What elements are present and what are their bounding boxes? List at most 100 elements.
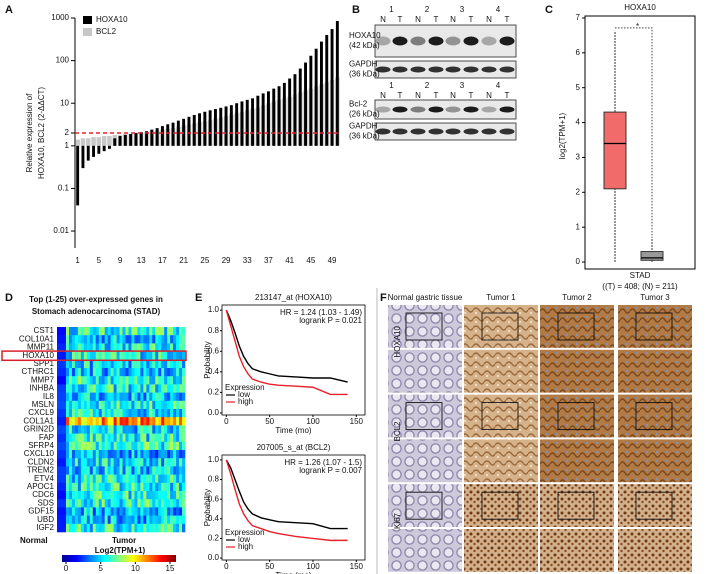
heatmap-cell xyxy=(86,392,91,402)
heatmap-cell xyxy=(77,523,82,533)
heatmap-cell xyxy=(146,400,150,410)
heatmap-cell xyxy=(68,335,73,344)
heatmap-cell xyxy=(149,376,153,385)
heatmap-cell xyxy=(131,400,135,410)
gene-label: FAP xyxy=(39,433,54,442)
heatmap-cell xyxy=(131,335,135,344)
blot-band xyxy=(445,66,461,73)
heatmap-cell xyxy=(107,335,111,344)
heatmap-cell xyxy=(101,441,105,451)
heatmap-cell xyxy=(125,491,129,500)
heatmap-cell xyxy=(110,335,114,344)
heatmap-cell xyxy=(98,499,102,508)
heatmap-cell xyxy=(92,507,97,516)
heatmap-cell xyxy=(95,335,100,344)
y-tick-label: 1.0 xyxy=(208,455,220,464)
heatmap-cell xyxy=(131,433,135,443)
row-label: Ki67 xyxy=(393,512,402,529)
heatmap-cell xyxy=(104,368,108,377)
heatmap-cell xyxy=(104,458,108,467)
heatmap-cell xyxy=(125,384,129,393)
heatmap-cell xyxy=(137,368,141,377)
heatmap-cell xyxy=(92,482,97,492)
heatmap-cell xyxy=(167,499,171,508)
y-tick-label: 4 xyxy=(576,118,581,127)
heatmap-cell xyxy=(137,392,141,402)
heatmap-cell xyxy=(131,507,135,516)
heatmap-cell xyxy=(119,491,123,500)
heatmap-cell xyxy=(161,507,165,516)
heatmap-cell xyxy=(149,384,153,393)
lane-label: N xyxy=(415,15,421,24)
heatmap-cell xyxy=(128,458,132,467)
heatmap-cell xyxy=(110,450,114,459)
bar xyxy=(134,133,138,146)
heatmap-cell xyxy=(92,515,97,525)
heatmap-cell xyxy=(95,458,100,467)
heatmap-cell xyxy=(152,466,156,475)
heatmap-cell xyxy=(116,482,120,492)
heatmap-cell xyxy=(134,409,138,418)
heatmap-cell xyxy=(116,343,120,352)
x-tick-label: 13 xyxy=(137,256,146,265)
heatmap-cell xyxy=(116,458,120,467)
heatmap-cell xyxy=(122,450,126,459)
heatmap-cell xyxy=(66,441,70,451)
bar xyxy=(319,41,323,146)
survival-curve xyxy=(225,459,348,530)
heatmap-cell xyxy=(158,368,162,377)
heatmap-cell xyxy=(176,507,180,516)
heatmap-cell xyxy=(170,343,174,352)
heatmap-cell xyxy=(101,491,105,500)
heatmap-cell xyxy=(101,433,105,443)
heatmap-cell xyxy=(77,417,82,426)
heatmap-cell xyxy=(92,351,97,361)
heatmap-cell xyxy=(143,458,147,467)
heatmap-cell xyxy=(119,482,123,492)
heatmap-cell xyxy=(128,343,132,352)
survival-curve xyxy=(225,459,348,542)
blot-label: (36 kDa) xyxy=(349,70,380,79)
heatmap-cell xyxy=(98,384,102,393)
heatmap-cell xyxy=(137,376,141,385)
heatmap-cell xyxy=(74,507,79,516)
heatmap-cell xyxy=(179,384,183,393)
heatmap-cell xyxy=(149,433,153,443)
y-tick-label: 3 xyxy=(576,153,581,162)
heatmap-cell xyxy=(182,425,186,434)
heatmap-cell xyxy=(143,417,147,426)
y-tick-label: 0.4 xyxy=(208,514,220,523)
blot-band xyxy=(392,106,408,113)
y-axis-label: Probability xyxy=(203,489,212,526)
ihc-image xyxy=(388,394,462,438)
heatmap-cell xyxy=(86,433,91,443)
ihc-image xyxy=(618,484,692,527)
gene-label: IGF2 xyxy=(36,523,54,532)
heatmap-cell xyxy=(71,327,76,336)
heatmap-cell xyxy=(101,425,105,434)
heatmap-cell xyxy=(149,368,153,377)
heatmap-cell xyxy=(152,441,156,451)
y-tick-label: 0.4 xyxy=(208,367,220,376)
heatmap-cell xyxy=(143,507,147,516)
heatmap-cell xyxy=(92,458,97,467)
heatmap-cell xyxy=(110,507,114,516)
heatmap-cell xyxy=(66,433,70,443)
heatmap-cell xyxy=(98,359,102,369)
heatmap-cell xyxy=(89,327,94,336)
heatmap-cell xyxy=(86,515,91,525)
heatmap-cell xyxy=(101,474,105,484)
heatmap-cell xyxy=(119,417,123,426)
heatmap-cell xyxy=(164,351,168,361)
heatmap-cell xyxy=(83,384,88,393)
heatmap-cell xyxy=(98,458,102,467)
heatmap-cell xyxy=(155,417,159,426)
heatmap-cell xyxy=(116,327,120,336)
heatmap-cell xyxy=(161,335,165,344)
x-tick-label: 5 xyxy=(97,256,102,265)
heatmap-cell xyxy=(152,507,156,516)
bar xyxy=(118,136,122,146)
heatmap-cell xyxy=(113,515,117,525)
heatmap-cell xyxy=(146,368,150,377)
heatmap-cell xyxy=(167,466,171,475)
